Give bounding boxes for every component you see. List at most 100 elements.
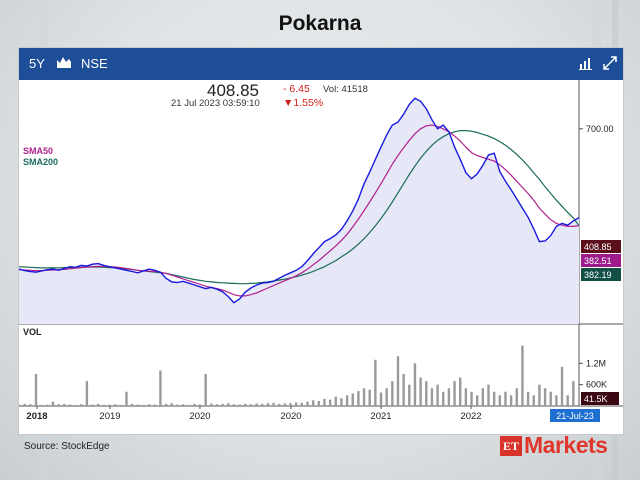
volume-bar bbox=[311, 400, 315, 406]
volume-bar bbox=[193, 403, 196, 406]
volume-bar bbox=[108, 404, 111, 406]
volume-bar bbox=[136, 404, 139, 406]
volume-bar bbox=[227, 403, 230, 406]
volume-bar bbox=[334, 396, 337, 406]
volume-bar bbox=[323, 398, 326, 406]
volume-bar bbox=[357, 391, 360, 406]
volume-bar bbox=[142, 404, 145, 406]
volume-bar bbox=[187, 404, 190, 406]
volume-bar bbox=[362, 388, 366, 406]
volume-bar bbox=[475, 395, 479, 406]
volume-bar bbox=[57, 404, 60, 406]
volume-bar bbox=[402, 374, 405, 406]
volume-bar bbox=[549, 391, 552, 406]
price-chart[interactable]: 700.00 408.85 382.51 382.19 1.2M 600K 41.5K 201… bbox=[19, 80, 623, 434]
volume-readout: Vol: 41518 bbox=[323, 84, 368, 95]
source-note: Source: StockEdge bbox=[24, 441, 110, 452]
volume-bar bbox=[487, 384, 490, 406]
volume-bar bbox=[509, 395, 513, 406]
volume-tick-label: 1.2M bbox=[586, 358, 606, 368]
exchange-selector[interactable]: NSE bbox=[81, 56, 108, 71]
volume-bar bbox=[453, 381, 456, 406]
volume-bar bbox=[80, 404, 83, 406]
volume-bar bbox=[51, 401, 55, 406]
area-chart-icon[interactable] bbox=[56, 54, 72, 73]
volume-bar bbox=[153, 404, 156, 406]
volume-bar bbox=[63, 403, 66, 406]
volume-bar bbox=[430, 388, 434, 406]
price-change: - 6.45 bbox=[283, 83, 310, 95]
value-tag-bg bbox=[581, 254, 621, 267]
volume-bar bbox=[113, 404, 117, 406]
volume-bar bbox=[385, 388, 388, 406]
volume-bar bbox=[204, 374, 207, 406]
period-selector[interactable]: 5Y bbox=[29, 56, 45, 71]
bar-chart-icon[interactable] bbox=[579, 56, 593, 73]
volume-bar bbox=[317, 401, 320, 406]
volume-bar bbox=[504, 391, 507, 406]
volume-bar bbox=[198, 404, 202, 406]
volume-bar bbox=[278, 403, 281, 406]
volume-bar bbox=[521, 345, 524, 406]
volume-bar bbox=[46, 404, 49, 406]
quote-datetime: 21 Jul 2023 03:59:10 bbox=[171, 98, 260, 109]
volume-bar bbox=[470, 391, 473, 406]
volume-bar bbox=[40, 404, 43, 406]
volume-bar bbox=[425, 381, 428, 406]
x-tick-label: 2019 bbox=[99, 411, 120, 422]
chart-card: 5Y NSE 700.00 408.85 382.51 382.19 1.2M 600K 4… bbox=[18, 47, 624, 435]
volume-bar bbox=[249, 404, 253, 406]
volume-bar bbox=[85, 381, 89, 406]
et-markets-logo: ET Markets bbox=[500, 432, 624, 460]
x-date-tag-bg bbox=[550, 409, 600, 422]
volume-bar bbox=[96, 403, 100, 406]
volume-bar bbox=[300, 402, 304, 406]
volume-bar bbox=[210, 403, 213, 406]
volume-bar bbox=[125, 391, 128, 406]
volume-bar bbox=[396, 356, 400, 406]
volume-bar bbox=[391, 381, 394, 406]
value-tag-label: 408.85 bbox=[584, 242, 612, 252]
volume-bar bbox=[102, 404, 106, 406]
volume-bar bbox=[436, 384, 439, 406]
legend-sma50: SMA50 bbox=[23, 146, 54, 156]
page-title: Pokarna bbox=[278, 12, 362, 35]
volume-bar bbox=[368, 389, 371, 406]
volume-bar bbox=[181, 404, 185, 406]
volume-tick-label: 600K bbox=[586, 380, 607, 390]
volume-bar bbox=[538, 384, 541, 406]
value-tag-label: 382.19 bbox=[584, 270, 612, 280]
x-tick-label: 2018 bbox=[26, 411, 47, 422]
expand-icon[interactable] bbox=[603, 56, 617, 73]
volume-bar bbox=[328, 399, 332, 406]
volume-bar bbox=[164, 403, 168, 406]
volume-bar bbox=[147, 404, 151, 406]
price-tick-label: 700.00 bbox=[586, 124, 614, 134]
x-tick-label: 2022 bbox=[460, 411, 481, 422]
volume-bar bbox=[23, 403, 26, 406]
volume-tag-label: 41.5K bbox=[584, 394, 608, 404]
value-tag-bg bbox=[581, 240, 621, 253]
volume-bar bbox=[68, 404, 72, 406]
volume-bar bbox=[442, 391, 445, 406]
volume-bar bbox=[238, 404, 241, 406]
volume-tag-bg bbox=[581, 392, 619, 405]
chart-toolbar: 5Y NSE bbox=[19, 48, 623, 80]
volume-bar bbox=[526, 391, 530, 406]
volume-bar bbox=[255, 403, 258, 406]
volume-bar bbox=[413, 363, 417, 406]
volume-bar bbox=[345, 395, 349, 406]
volume-bar bbox=[170, 403, 173, 406]
volume-bar bbox=[464, 388, 468, 406]
x-tick-label: 2020 bbox=[189, 411, 210, 422]
volume-bar bbox=[447, 388, 451, 406]
volume-bar bbox=[351, 393, 354, 406]
volume-panel-label: VOL bbox=[23, 327, 42, 337]
volume-bar bbox=[215, 404, 219, 406]
legend-sma200: SMA200 bbox=[23, 157, 59, 167]
volume-bar bbox=[283, 403, 287, 406]
volume-bar bbox=[572, 381, 575, 406]
volume-bar bbox=[159, 370, 162, 406]
volume-bar bbox=[419, 377, 422, 406]
volume-bar bbox=[261, 403, 264, 406]
